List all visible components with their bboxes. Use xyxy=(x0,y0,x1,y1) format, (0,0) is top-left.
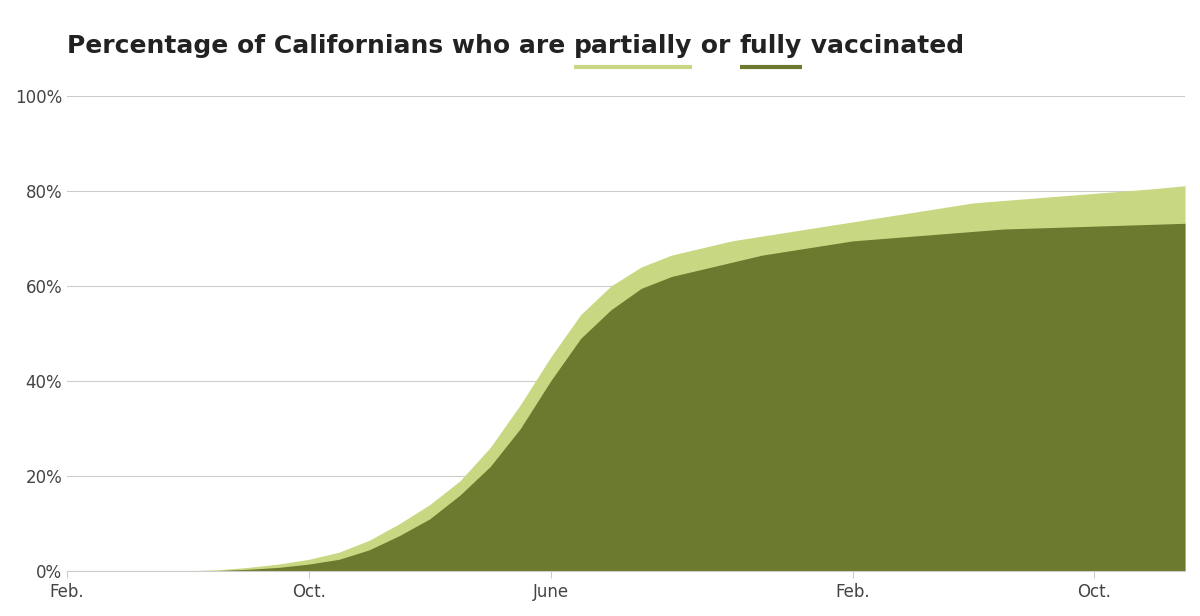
Text: or: or xyxy=(692,34,739,58)
Text: Percentage of Californians who are: Percentage of Californians who are xyxy=(67,34,574,58)
Text: vaccinated: vaccinated xyxy=(802,34,964,58)
Text: partially: partially xyxy=(574,34,692,58)
Text: fully: fully xyxy=(739,34,802,58)
